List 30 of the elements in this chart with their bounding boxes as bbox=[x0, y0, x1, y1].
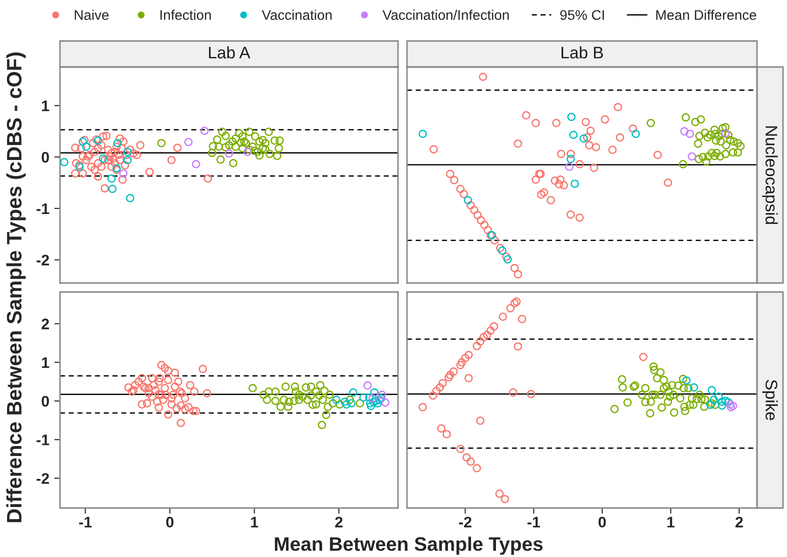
x-tick-label: 2 bbox=[335, 516, 342, 528]
x-tick-label: 0 bbox=[598, 516, 606, 528]
text: Nucleocapsid bbox=[762, 126, 778, 224]
x-tick-label: -2 bbox=[459, 516, 472, 528]
legend-label: Vaccination bbox=[262, 10, 332, 20]
y-tick-label: 2 bbox=[42, 318, 49, 330]
x-tick-label: 1 bbox=[667, 516, 675, 528]
chart-title: Lab B bbox=[562, 46, 603, 58]
x-tick-label: -1 bbox=[79, 516, 92, 528]
text: Spike bbox=[762, 380, 778, 420]
y-tick-label: -2 bbox=[36, 254, 49, 266]
y-tick-label: 1 bbox=[42, 100, 50, 112]
y-tick-label: -1 bbox=[36, 203, 50, 214]
legend-label: Vaccination/Infection bbox=[382, 10, 509, 20]
legend-label: Naive bbox=[74, 10, 109, 20]
x-tick-label: -1 bbox=[528, 516, 540, 528]
y-tick-label: 0 bbox=[42, 396, 49, 407]
y-axis-title: Difference Between Sample Types (cDBS - cOF) bbox=[6, 52, 26, 522]
x-tick-label: 1 bbox=[251, 516, 258, 528]
legend-label: Infection bbox=[160, 10, 211, 20]
y-tick-label: 0 bbox=[42, 152, 49, 163]
y-tick-label: -2 bbox=[36, 473, 49, 484]
legend-label: 95% CI bbox=[560, 10, 604, 20]
y-tick-label: 1 bbox=[42, 357, 50, 368]
x-axis-title: Mean Between Sample Types bbox=[274, 536, 543, 555]
chart-title: Lab A bbox=[209, 46, 250, 58]
x-tick-label: 0 bbox=[166, 516, 174, 528]
y-tick-label: -1 bbox=[36, 434, 50, 446]
legend-label: Mean Difference bbox=[656, 10, 756, 20]
x-tick-label: 2 bbox=[735, 516, 743, 528]
